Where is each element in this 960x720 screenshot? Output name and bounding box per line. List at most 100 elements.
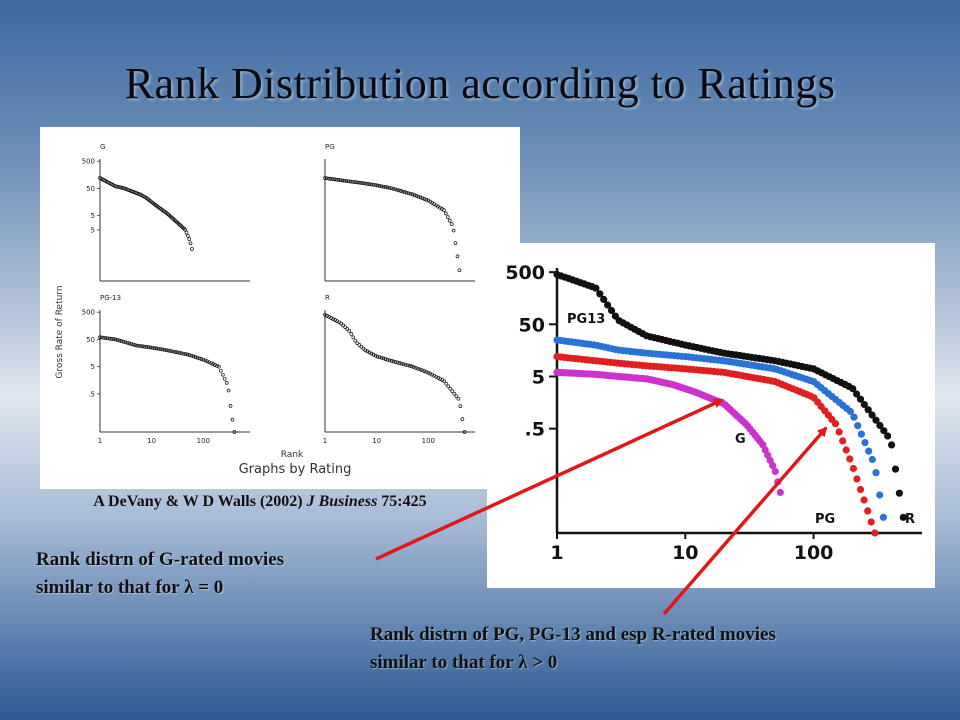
data-point (339, 321, 344, 326)
data-point (391, 186, 396, 191)
data-point (127, 341, 132, 346)
data-point (438, 377, 443, 381)
data-point (846, 407, 854, 416)
data-point (861, 439, 869, 447)
data-point (410, 192, 415, 197)
data-point (426, 370, 430, 375)
data-point (349, 332, 354, 336)
data-point (884, 432, 892, 440)
data-point (199, 357, 204, 361)
data-point (856, 485, 865, 494)
data-point (367, 182, 372, 187)
data-point (166, 348, 171, 353)
data-point (379, 355, 384, 360)
data-point (174, 350, 178, 354)
data-point (406, 191, 411, 196)
data-point (385, 185, 390, 190)
data-point (853, 390, 861, 398)
data-point (442, 379, 447, 384)
y-tick-label: 500 (82, 309, 95, 317)
data-point (355, 341, 360, 346)
y-tick-label: 500 (505, 262, 545, 284)
data-point (865, 447, 873, 455)
caption-g-rated: Rank distrn of G-rated movies similar to… (36, 546, 284, 602)
citation-ref: 75:425 (381, 493, 427, 510)
panel-label: PG (325, 143, 335, 151)
citation-journal: J Business (306, 493, 378, 510)
data-point (170, 349, 174, 354)
data-point (350, 179, 355, 184)
data-point (432, 373, 436, 378)
data-point (369, 182, 374, 187)
data-point (872, 469, 880, 477)
data-point (111, 337, 116, 341)
data-point (331, 317, 335, 321)
data-point (224, 381, 229, 385)
data-point (332, 177, 337, 182)
data-point (197, 356, 202, 361)
data-point (131, 342, 135, 347)
data-point (125, 340, 130, 345)
data-point (876, 491, 884, 499)
y-tick-label: 50 (86, 185, 95, 193)
data-point (399, 361, 404, 366)
data-point (186, 233, 190, 238)
data-point (220, 372, 225, 377)
x-tick-label: 10 (372, 437, 381, 445)
data-point (850, 413, 858, 421)
data-point (395, 360, 400, 365)
data-point (358, 180, 362, 185)
data-point (102, 335, 106, 340)
data-point (447, 218, 452, 223)
data-point (381, 184, 386, 189)
data-point (222, 376, 227, 381)
data-point (445, 215, 450, 219)
y-tick-label: 5 (532, 366, 545, 388)
data-point (187, 237, 192, 241)
panel-label: G (100, 143, 105, 151)
data-point (371, 182, 376, 187)
data-point (146, 345, 151, 350)
data-point (868, 455, 876, 464)
data-point (401, 189, 405, 194)
data-point (323, 176, 327, 180)
citation-authors: A DeVany & W D Walls (2002) (93, 493, 303, 510)
data-point (592, 284, 600, 292)
data-point (860, 496, 868, 504)
data-point (215, 363, 219, 368)
data-point (181, 351, 186, 356)
x-tick-label: 1 (550, 542, 563, 564)
y-axis-label: Gross Rate of Return (55, 285, 65, 378)
data-point (193, 355, 198, 359)
data-point (179, 351, 184, 356)
x-tick-label: 1 (98, 437, 102, 445)
citation: A DeVany & W D Walls (2002) J Business 7… (40, 493, 480, 511)
data-point (354, 180, 359, 185)
data-point (448, 386, 453, 391)
data-point (203, 358, 208, 363)
data-point (105, 336, 110, 341)
data-point (860, 400, 868, 409)
data-point (107, 336, 112, 341)
data-point (600, 295, 608, 303)
data-point (416, 194, 421, 199)
x-tick-label: 100 (794, 542, 834, 564)
data-point (375, 183, 380, 188)
data-point (141, 344, 145, 349)
data-point (330, 177, 335, 181)
data-point (393, 360, 398, 364)
x-tick-label: 10 (147, 437, 156, 445)
data-point (103, 336, 108, 340)
data-point (420, 368, 424, 373)
y-tick-label: 5 (91, 212, 95, 220)
data-point (336, 178, 341, 182)
data-point (403, 362, 408, 367)
data-point (397, 361, 402, 365)
data-point (408, 364, 412, 368)
data-point (152, 346, 157, 350)
graphs-footer: Graphs by Rating (239, 462, 352, 477)
data-point (364, 181, 368, 186)
x-tick-label: 100 (422, 437, 435, 445)
data-point (115, 338, 120, 342)
slide-title: Rank Distribution according to Ratings (124, 59, 836, 108)
